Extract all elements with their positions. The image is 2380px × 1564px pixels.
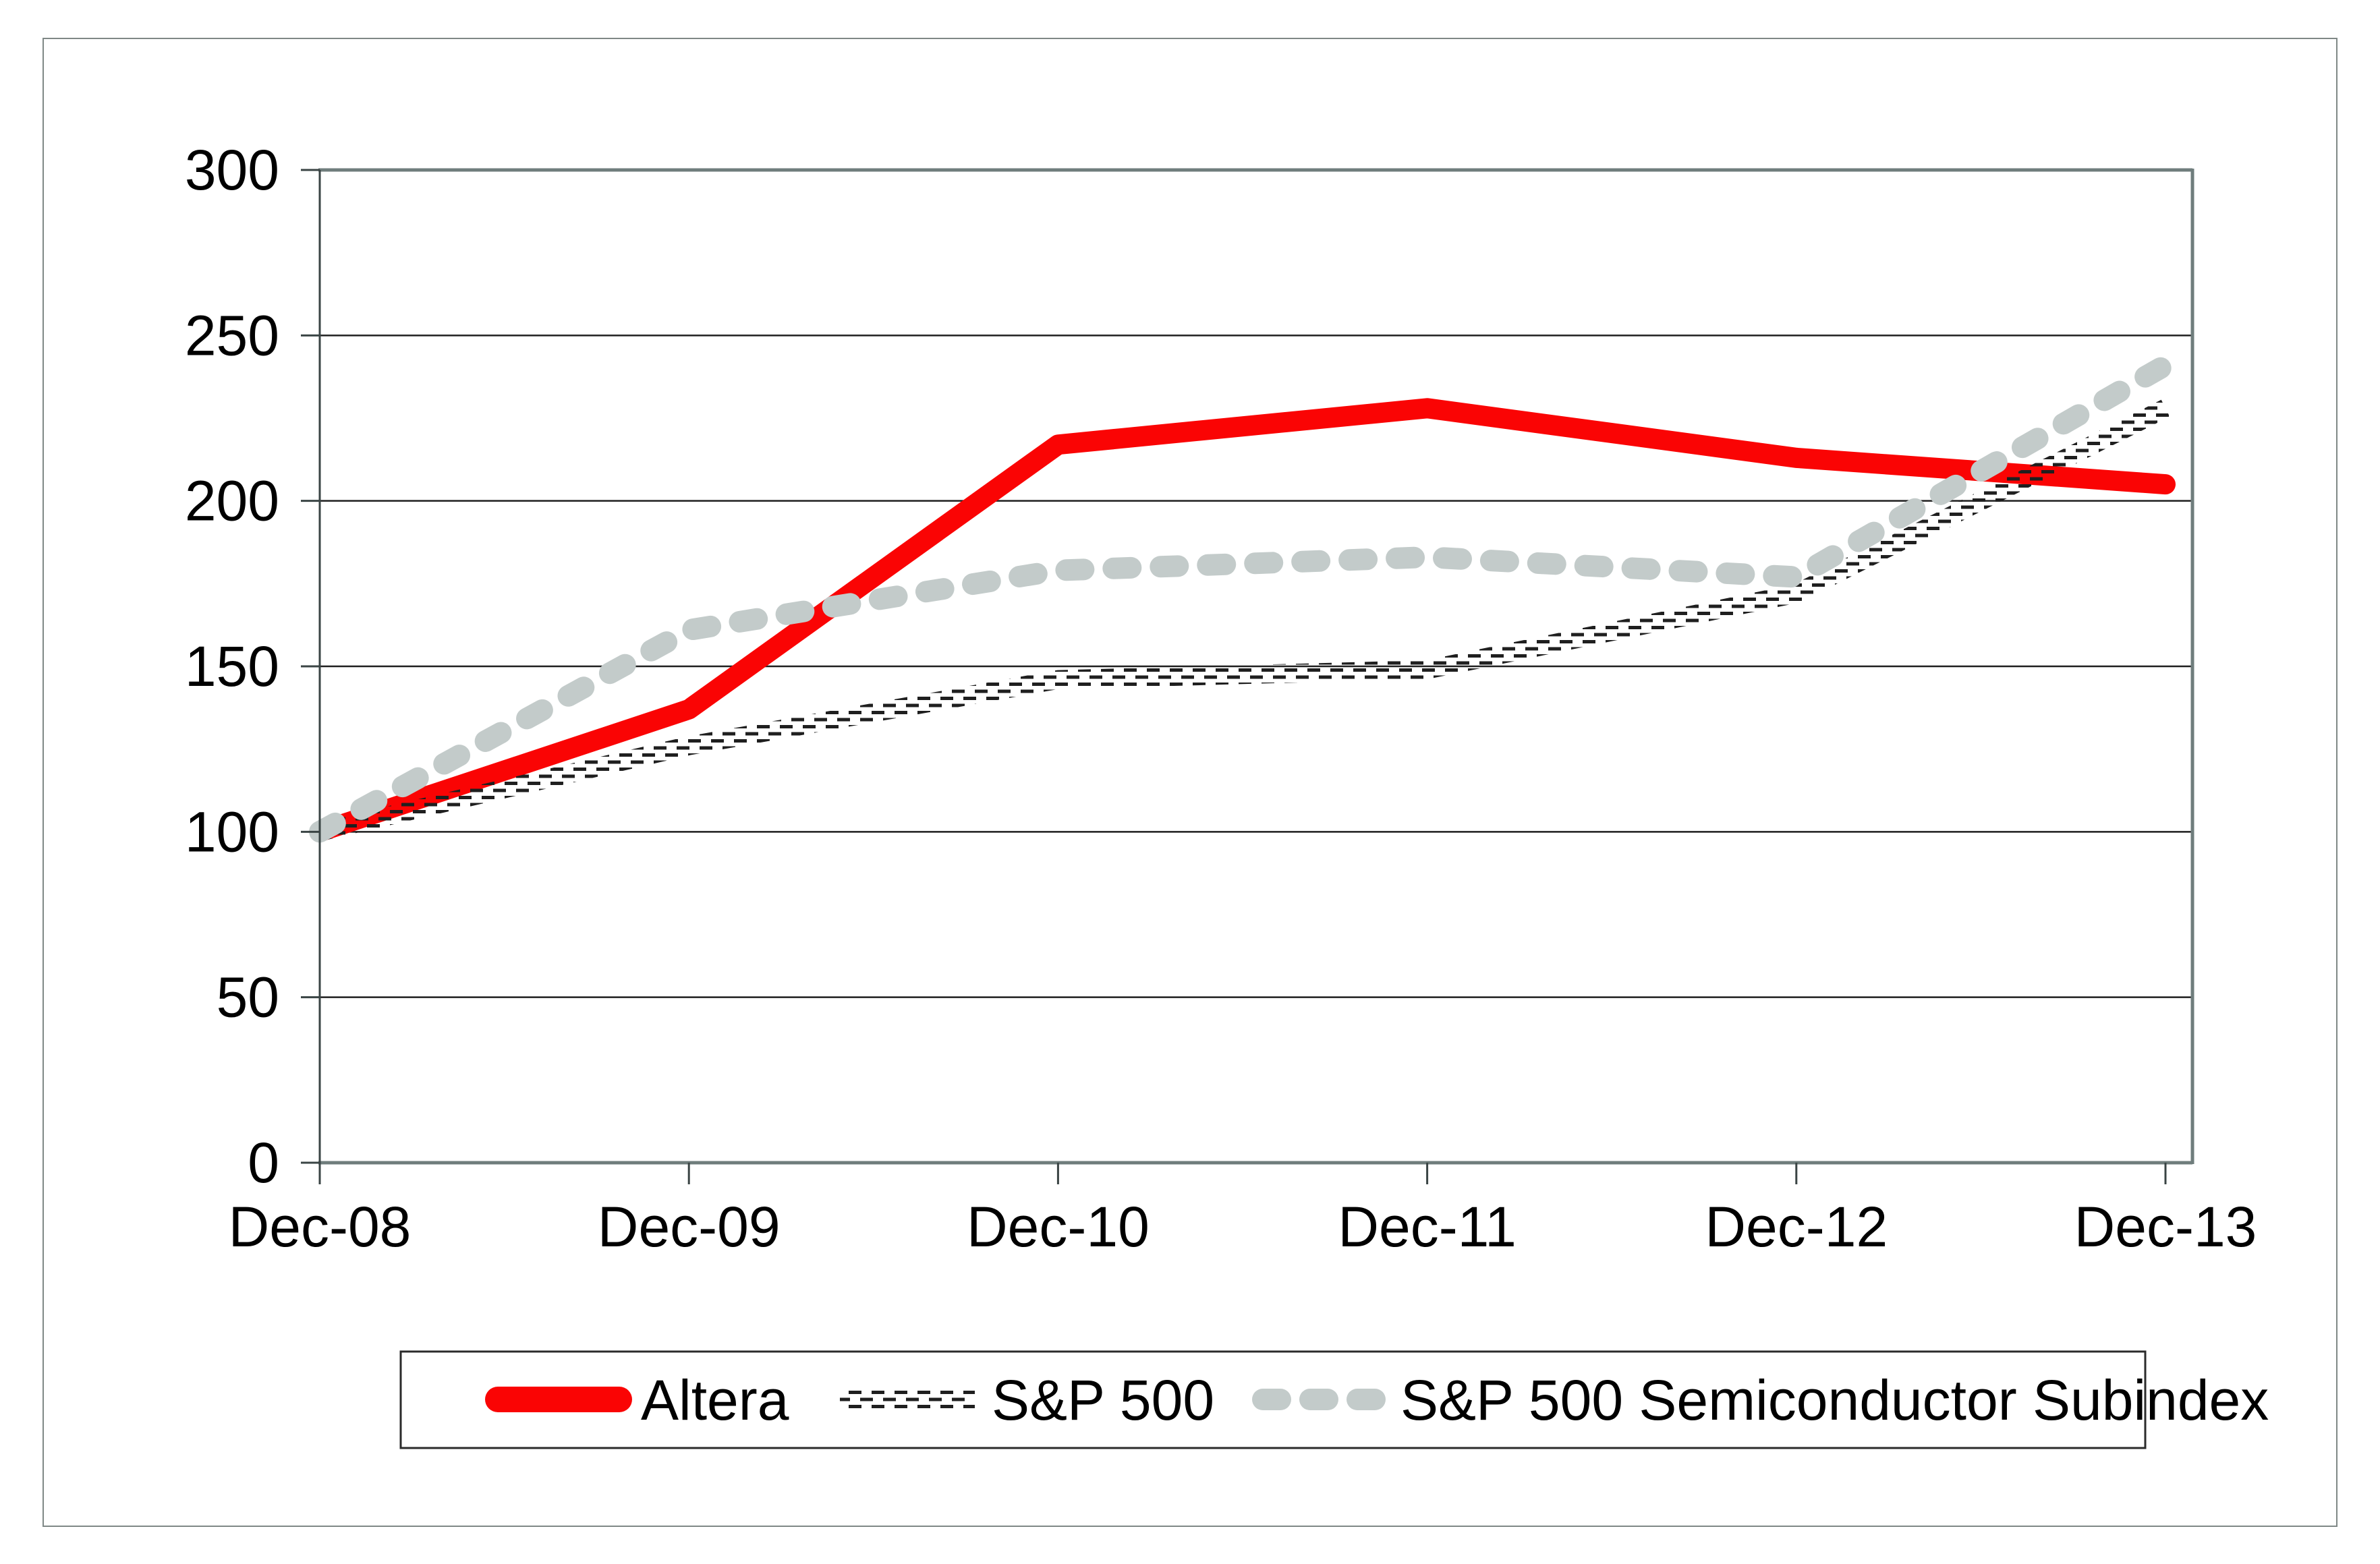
legend: Altera S&P 500 S&P 500 Semiconductor Sub… bbox=[399, 1350, 2269, 1449]
x-tick-label-dec-12: Dec-12 bbox=[1705, 1195, 1888, 1258]
y-tick-label-250: 250 bbox=[185, 303, 279, 367]
legend-label-semiconductor: S&P 500 Semiconductor Subindex bbox=[1400, 1368, 2269, 1432]
x-tick-label-dec-10: Dec-10 bbox=[967, 1195, 1150, 1258]
x-tick-label-dec-11: Dec-11 bbox=[1338, 1195, 1517, 1258]
series-line-2-s-p-500-semiconductor-subindex bbox=[309, 354, 2176, 843]
plot-frame-and-axes bbox=[301, 168, 2194, 1184]
x-tick-label-dec-08: Dec-08 bbox=[229, 1195, 412, 1258]
legend-label-sp500: S&P 500 bbox=[992, 1368, 1214, 1432]
y-tick-label-150: 150 bbox=[185, 635, 279, 698]
x-tick-label-dec-09: Dec-09 bbox=[598, 1195, 781, 1258]
series-line-0-altera bbox=[310, 398, 2176, 842]
y-tick-label-200: 200 bbox=[185, 469, 279, 533]
series-lines bbox=[309, 354, 2176, 843]
axis-tick-labels: 0 50 100 150 200 250 300 Dec-08 Dec-09 Dec-10 Dec-… bbox=[185, 138, 2257, 1258]
series-line-1-s-p-500 bbox=[317, 399, 2170, 841]
legend-label-altera: Altera bbox=[641, 1368, 789, 1432]
y-tick-label-50: 50 bbox=[217, 966, 279, 1029]
figure-border bbox=[42, 38, 2338, 1527]
y-tick-label-0: 0 bbox=[248, 1131, 279, 1194]
y-tick-label-300: 300 bbox=[185, 138, 279, 202]
x-tick-label-dec-13: Dec-13 bbox=[2074, 1195, 2257, 1258]
y-tick-label-100: 100 bbox=[185, 800, 279, 863]
